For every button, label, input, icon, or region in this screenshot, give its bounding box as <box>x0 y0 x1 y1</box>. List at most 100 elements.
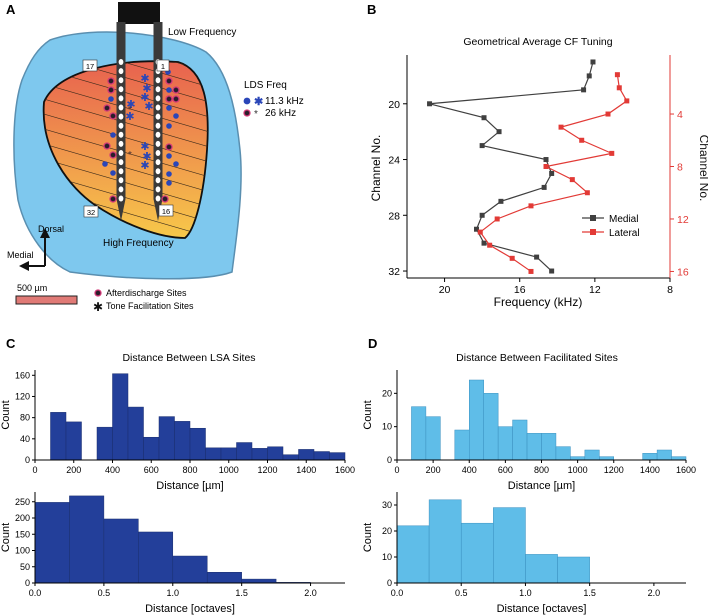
chart-b-y-tick-label: 24 <box>388 155 400 167</box>
chart-c-top-x-tick-label: 1600 <box>335 465 355 475</box>
afterdischarge-marker-icon <box>94 289 102 297</box>
facilitation-star-icon: ✱ <box>140 92 149 104</box>
electrode-site <box>155 186 161 193</box>
facilitation-star-icon: ✱ <box>140 73 149 85</box>
chart-d-top-bar <box>642 453 658 461</box>
chart-c-top-y-tick-label: 120 <box>15 391 30 401</box>
chart-c-top-x-tick-label: 600 <box>144 465 159 475</box>
electrode-site <box>118 159 124 166</box>
point-lateral <box>605 111 611 117</box>
chart-c-bottom-bar <box>34 502 70 584</box>
facilitation-legend-label: Tone Facilitation Sites <box>106 301 194 311</box>
panel-label-c: C <box>6 336 16 351</box>
electrode-site <box>155 122 161 129</box>
electrode-site <box>118 59 124 65</box>
svg-text:17: 17 <box>86 62 94 71</box>
chart-c-top-bar <box>174 421 191 461</box>
chart-d-top-y-label: Count <box>362 400 374 429</box>
chart-c-bottom-bar <box>103 518 139 584</box>
afterdischarge-site <box>109 151 117 159</box>
chart-b-yright-tick-label: 8 <box>677 162 683 174</box>
afterdischarge-site <box>172 86 180 94</box>
point-lateral <box>624 98 630 104</box>
scale-bar-label: 500 µm <box>17 283 47 293</box>
high-frequency-label: High Frequency <box>103 238 174 249</box>
lds-11k-site <box>166 123 172 129</box>
chart-d-top-x-tick-label: 1200 <box>604 465 624 475</box>
series-line-lateral <box>479 74 628 272</box>
chart-d-top-x-tick-label: 1600 <box>676 465 696 475</box>
legend-medial-label: Medial <box>609 214 638 225</box>
lds-26k-asterisk-icon: * <box>128 150 132 161</box>
chart-d-bottom-y-tick-label: 10 <box>382 552 392 562</box>
lds-26k-asterisk-icon: * <box>128 105 132 116</box>
panel-c-chart: C Distance Between LSA Sites 0 200 400 600 8… <box>0 336 355 615</box>
electrode-site <box>118 86 124 93</box>
point-medial <box>590 59 596 65</box>
channel-label-32: 32 <box>83 205 99 218</box>
chart-b-yright-tick-label: 12 <box>677 214 689 226</box>
chart-d-bottom-x-tick-label: 1.0 <box>519 588 532 598</box>
chart-d-bottom-y-label: Count <box>362 523 374 552</box>
compass-dorsal-label: Dorsal <box>38 224 64 234</box>
svg-text:1: 1 <box>161 62 165 71</box>
lds-11k-star-icon: ✱ <box>254 96 263 108</box>
afterdischarge-site <box>165 143 173 151</box>
panel-b-chart: B Geometrical Average CF Tuning 20 16 12 8 2… <box>367 2 708 309</box>
chart-b-yright-tick-label: 4 <box>677 109 683 121</box>
chart-d-bottom-bar <box>525 554 558 584</box>
electrode-site <box>118 131 124 138</box>
chart-b-x-tick-label: 12 <box>589 284 601 296</box>
electrode-site <box>118 168 124 175</box>
electrode-site <box>155 131 161 138</box>
chart-d-top-x-tick-label: 800 <box>534 465 549 475</box>
chart-c-top-x-tick-label: 0 <box>32 465 37 475</box>
point-lateral <box>616 85 622 91</box>
chart-d-bottom-x-tick-label: 2.0 <box>648 588 661 598</box>
afterdischarge-site <box>109 112 117 120</box>
chart-d-top-bar <box>584 449 600 461</box>
lds-legend-title: LDS Freq <box>244 80 287 91</box>
electrode-site <box>118 68 124 75</box>
chart-b-y-label: Channel No. <box>369 135 383 202</box>
point-medial <box>479 143 485 149</box>
panel-label-b: B <box>367 2 376 17</box>
facilitation-star-icon: ✱ <box>140 141 149 153</box>
chart-d-top-bar <box>541 433 557 461</box>
chart-c-top-x-tick-label: 800 <box>182 465 197 475</box>
point-lateral <box>584 190 590 196</box>
lds-26k-circle-marker <box>243 109 251 117</box>
chart-c-top-x-tick-label: 200 <box>66 465 81 475</box>
chart-c-top-y-tick-label: 0 <box>25 455 30 465</box>
chart-c-bottom-x-tick-label: 1.5 <box>235 588 248 598</box>
electrode-site <box>155 195 161 202</box>
facilitation-star-icon: ✱ <box>125 111 134 123</box>
chart-d-bottom-y-tick-label: 0 <box>387 578 392 588</box>
point-lateral <box>494 216 500 222</box>
chart-c-top-bar <box>65 421 82 461</box>
legend-lateral-label: Lateral <box>609 228 640 239</box>
point-medial <box>481 115 487 121</box>
chart-b-x-label: Frequency (kHz) <box>494 295 583 309</box>
chart-c-top-bar <box>220 447 237 461</box>
chart-c-top-bar <box>298 449 315 461</box>
chart-d-top-x-tick-label: 1000 <box>568 465 588 475</box>
probe-connector <box>118 2 160 24</box>
electrode-site <box>118 113 124 120</box>
electrode-site <box>155 150 161 156</box>
chart-c-top-bar <box>158 416 175 461</box>
chart-c-top-x-tick-label: 400 <box>105 465 120 475</box>
chart-b-y-right-label: Channel No. <box>697 135 708 202</box>
afterdischarge-site <box>172 95 180 103</box>
chart-d-top-x-tick-label: 0 <box>394 465 399 475</box>
point-medial <box>541 184 547 190</box>
lds-11k-site <box>166 171 172 177</box>
lds-11k-site <box>166 87 172 93</box>
chart-b-title: Geometrical Average CF Tuning <box>463 36 612 48</box>
chart-c-bottom-x-tick-label: 1.0 <box>167 588 180 598</box>
point-lateral <box>569 177 575 183</box>
svg-text:32: 32 <box>87 208 95 217</box>
lds-26k-label: 26 kHz <box>265 108 296 119</box>
chart-c-top-bar <box>329 452 346 461</box>
afterdischarge-site <box>107 77 115 85</box>
